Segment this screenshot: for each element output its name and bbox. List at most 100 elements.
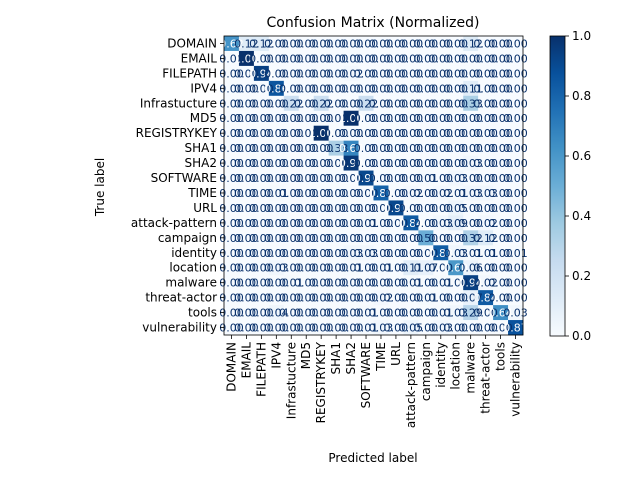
cell-value-label: 0.00 (279, 67, 304, 80)
cell-value-label: 0.00 (414, 247, 439, 260)
heatmap-cell (224, 185, 240, 201)
heatmap-cell (224, 110, 240, 126)
heatmap-cell (313, 95, 329, 112)
heatmap-cell (313, 155, 329, 171)
heatmap-cell (298, 185, 314, 201)
cell-value-label: 0.00 (279, 292, 304, 305)
heatmap-cell (238, 125, 255, 141)
cell-value-label: 0.00 (399, 37, 424, 50)
cell-value-label: 0.00 (249, 142, 274, 155)
cell-value-label: 0.00 (399, 247, 424, 260)
heatmap-cell (328, 125, 344, 141)
heatmap-cell (343, 275, 359, 291)
cell-value-label: 0.00 (384, 217, 409, 230)
heatmap-cell (508, 125, 524, 141)
cell-value-label: 0.83 (429, 247, 454, 260)
cell-value-label: 0.00 (309, 157, 334, 170)
colorbar-gradient (549, 35, 566, 337)
heatmap-cell (283, 305, 300, 321)
heatmap-cell (433, 245, 449, 261)
heatmap-cell (508, 170, 524, 186)
heatmap-cell (268, 155, 285, 171)
heatmap-cell (358, 305, 374, 321)
heatmap-cell (268, 260, 285, 276)
cell-value-label: 0.00 (234, 187, 259, 200)
heatmap-cell (463, 245, 479, 261)
cell-value-label: 0.00 (279, 307, 304, 320)
cell-value-label: 0.12 (249, 37, 274, 50)
heatmap-cell (328, 110, 344, 126)
chart-title: Confusion Matrix (Normalized) (267, 15, 480, 31)
x-tick-label: attack-pattern (404, 342, 418, 428)
heatmap-cell (418, 65, 434, 82)
heatmap-cell (268, 110, 285, 126)
cell-value-label: 0.00 (503, 82, 528, 95)
heatmap-cell (493, 215, 509, 231)
heatmap-cell (238, 215, 255, 231)
heatmap-cell (403, 320, 419, 336)
colorbar-tick-label: 1.0 (572, 29, 591, 43)
cell-value-label: 0.00 (339, 292, 364, 305)
heatmap-cell (343, 185, 359, 201)
heatmap-cell (388, 185, 404, 201)
heatmap-cell (448, 215, 464, 231)
heatmap-cell (373, 275, 389, 291)
heatmap-cell (493, 260, 509, 276)
cell-value-label: 0.00 (473, 82, 498, 95)
heatmap-cell (238, 275, 255, 291)
heatmap-cell (343, 290, 359, 306)
heatmap-cell (238, 155, 255, 171)
heatmap-cell (388, 140, 404, 156)
cell-value-label: 0.00 (369, 277, 394, 290)
heatmap-cell (433, 170, 449, 186)
heatmap-cell (388, 95, 404, 112)
cell-value-label: 0.00 (414, 67, 439, 80)
heatmap-cell (403, 140, 419, 156)
heatmap-cell (478, 50, 494, 67)
heatmap-cell (268, 50, 285, 67)
heatmap-cell (463, 215, 479, 231)
cell-value-label: 0.01 (473, 247, 498, 260)
heatmap-cell (298, 290, 314, 306)
heatmap-cell (358, 290, 374, 306)
heatmap-cell (253, 230, 270, 246)
cell-value-label: 0.00 (324, 187, 349, 200)
heatmap-cell (388, 110, 404, 126)
heatmap-cell (493, 80, 509, 97)
heatmap-cell (313, 110, 329, 126)
heatmap-cell (298, 320, 314, 336)
cell-value-label: 0.00 (458, 67, 483, 80)
cell-value-label: 0.00 (324, 217, 349, 230)
heatmap-cell (238, 36, 255, 52)
cell-value-label: 0.00 (264, 247, 289, 260)
heatmap-cell (253, 110, 270, 126)
cell-value-label: 0.00 (234, 97, 259, 110)
cell-value-label: 0.02 (399, 187, 424, 200)
heatmap-cell (328, 305, 344, 321)
heatmap-cell (448, 290, 464, 306)
heatmap-cell (283, 80, 300, 97)
heatmap-cell (283, 50, 300, 67)
cell-value-label: 0.00 (279, 202, 304, 215)
cell-value-label: 0.00 (234, 82, 259, 95)
cell-value-label: 0.00 (234, 277, 259, 290)
y-tick-label: DOMAIN (167, 36, 217, 50)
heatmap-cell (463, 95, 479, 112)
cell-value-label: 0.01 (399, 277, 424, 290)
heatmap-cell (253, 290, 270, 306)
cell-value-label: 0.00 (458, 142, 483, 155)
heatmap-cell (328, 80, 344, 97)
heatmap-cell (433, 185, 449, 201)
heatmap-cell (493, 185, 509, 201)
heatmap-cell (343, 215, 359, 231)
cell-value-label: 0.00 (324, 247, 349, 260)
heatmap-cell (508, 140, 524, 156)
heatmap-cell (313, 185, 329, 201)
colorbar-tick-label: 0.4 (572, 209, 591, 223)
heatmap-cell (403, 245, 419, 261)
cell-value-label: 0.00 (503, 172, 528, 185)
heatmap-cell (253, 275, 270, 291)
heatmap-cell (463, 36, 479, 52)
heatmap-cell (313, 260, 329, 276)
heatmap-cell (448, 275, 464, 291)
